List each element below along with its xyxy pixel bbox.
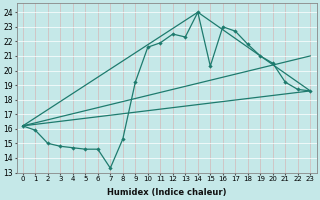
X-axis label: Humidex (Indice chaleur): Humidex (Indice chaleur)	[107, 188, 226, 197]
